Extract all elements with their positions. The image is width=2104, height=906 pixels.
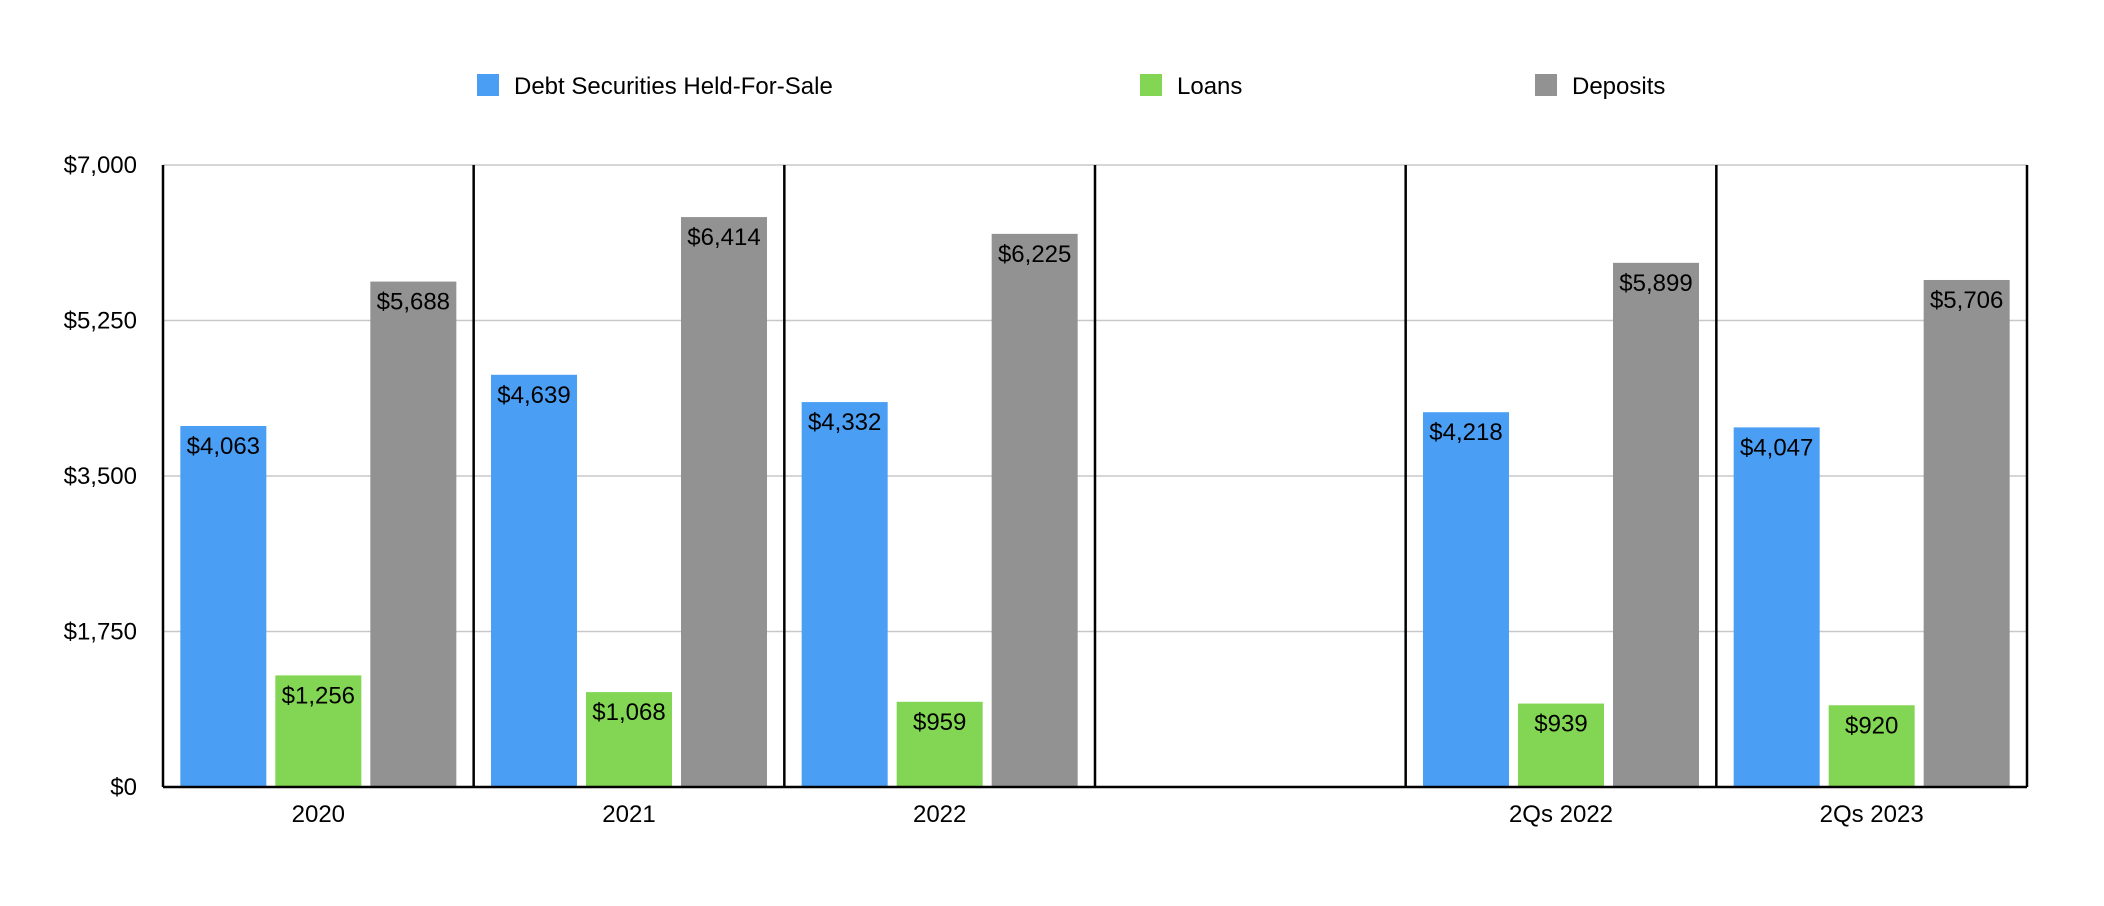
legend-swatch (1140, 74, 1162, 96)
data-label: $4,047 (1740, 434, 1813, 461)
data-label: $920 (1845, 712, 1898, 739)
bar (1923, 279, 2010, 787)
bar (896, 701, 983, 787)
y-tick-label: $5,250 (64, 308, 137, 335)
bar (1613, 262, 1699, 787)
legend-swatch (477, 74, 499, 96)
y-tick-label: $7,000 (64, 152, 137, 179)
data-label: $4,218 (1429, 419, 1502, 446)
x-tick-label: 2020 (292, 801, 345, 828)
bar (491, 374, 577, 787)
legend-label: Debt Securities Held-For-Sale (514, 73, 833, 100)
bar (586, 692, 672, 787)
x-tick-label: 2Qs 2023 (1820, 801, 1924, 828)
data-label: $4,063 (187, 433, 260, 460)
data-label: $6,225 (998, 241, 1071, 268)
data-label: $5,899 (1619, 270, 1692, 297)
data-label: $5,688 (377, 289, 450, 316)
y-tick-label: $1,750 (64, 619, 137, 646)
bar (991, 233, 1078, 788)
data-label: $1,068 (592, 699, 665, 726)
legend-swatch (1535, 74, 1557, 96)
x-tick-label: 2022 (913, 801, 966, 828)
data-label: $1,256 (282, 682, 355, 709)
data-label: $5,706 (1930, 287, 2003, 314)
data-label: $959 (913, 709, 966, 736)
legend-label: Deposits (1572, 73, 1665, 100)
data-label: $4,639 (497, 382, 570, 409)
data-label: $939 (1534, 711, 1587, 738)
y-tick-label: $3,500 (64, 463, 137, 490)
x-tick-label: 2Qs 2022 (1509, 801, 1613, 828)
data-label: $4,332 (808, 409, 881, 436)
bar (1828, 705, 1915, 787)
bar (1733, 427, 1820, 787)
legend-label: Loans (1177, 73, 1242, 100)
data-label: $6,414 (687, 224, 760, 251)
bar (180, 425, 267, 787)
bar (370, 281, 457, 787)
y-tick-label: $0 (110, 774, 137, 801)
bar (681, 217, 767, 787)
bar (1518, 703, 1604, 787)
x-tick-label: 2021 (602, 801, 655, 828)
bar (1423, 412, 1509, 787)
bar (801, 402, 888, 787)
bar (275, 675, 362, 787)
